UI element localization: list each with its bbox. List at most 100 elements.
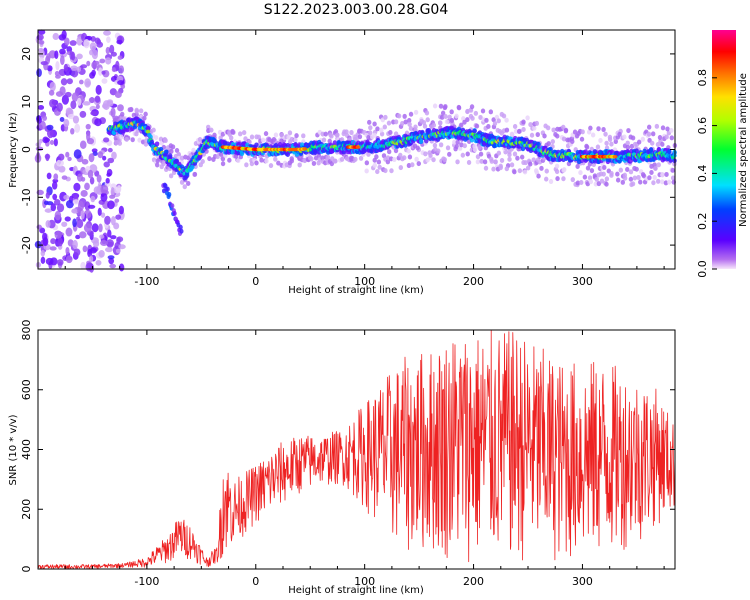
spectrogram-cell bbox=[479, 158, 484, 164]
spectrogram-cell bbox=[641, 173, 647, 179]
spectrogram-cell bbox=[595, 144, 601, 150]
spectrogram-cell bbox=[652, 175, 657, 181]
spectrogram-cell bbox=[357, 134, 363, 140]
spectrogram-cell bbox=[254, 160, 259, 166]
spectrogram-cell bbox=[130, 137, 135, 143]
spectrogram-cell bbox=[92, 151, 98, 156]
spectrogram-cell bbox=[609, 172, 614, 178]
spectrogram-cell bbox=[383, 114, 388, 120]
spectrogram-cell bbox=[431, 157, 436, 163]
spectrogram-cell bbox=[73, 248, 81, 257]
y-tick-label: 400 bbox=[20, 439, 33, 460]
spectrogram-cell bbox=[89, 42, 97, 51]
spectrogram-cell bbox=[118, 205, 124, 215]
spectrogram-cell bbox=[582, 174, 588, 180]
spectrogram-cell bbox=[169, 148, 174, 154]
spectrogram-cell bbox=[73, 149, 82, 159]
spectrogram-cell bbox=[393, 131, 399, 137]
spectrogram-cell bbox=[36, 68, 42, 77]
spectrogram-cell bbox=[99, 58, 106, 64]
spectrogram-cell bbox=[425, 117, 430, 123]
spectrogram-cell bbox=[184, 171, 190, 177]
spectrogram-cell bbox=[489, 156, 494, 162]
x-tick-label: 300 bbox=[572, 575, 593, 588]
x-tick-label: 0 bbox=[252, 575, 259, 588]
spectrogram-cell bbox=[179, 179, 185, 185]
spectrogram-cell bbox=[218, 135, 223, 141]
spectrogram-cell bbox=[179, 155, 185, 161]
spectrogram-cell bbox=[393, 119, 399, 125]
spectrogram-cell bbox=[472, 128, 477, 134]
spectrogram-cell bbox=[586, 129, 592, 135]
spectrogram-cell bbox=[103, 137, 110, 143]
spectrogram-cell bbox=[462, 143, 467, 149]
spectrogram-cell bbox=[460, 152, 466, 158]
spectrogram-cell bbox=[625, 167, 630, 173]
spectrogram-cell bbox=[407, 121, 412, 127]
spectrogram-cell bbox=[106, 239, 114, 248]
spectrogram-cell bbox=[438, 103, 444, 109]
spectrogram-cell bbox=[212, 138, 217, 144]
spectrogram-cell bbox=[83, 38, 90, 49]
spectrogram-cell bbox=[116, 185, 122, 193]
spectrogram-cell bbox=[227, 131, 232, 137]
spectrogram-cell bbox=[438, 142, 444, 148]
spectrogram-cell bbox=[601, 171, 606, 177]
spectrogram-cell bbox=[598, 137, 603, 143]
spectrogram-cell bbox=[124, 136, 129, 142]
spectrogram-cell bbox=[286, 134, 291, 140]
spectrogram-cell bbox=[168, 173, 174, 179]
spectrogram-cell bbox=[106, 36, 111, 43]
spectrogram-cell bbox=[634, 166, 639, 172]
spectrogram-cell bbox=[327, 138, 332, 144]
y-tick-label: 20 bbox=[20, 47, 33, 61]
spectrogram-cell bbox=[48, 89, 55, 96]
spectrogram-cell bbox=[496, 118, 501, 124]
spectrogram-cell bbox=[333, 158, 338, 164]
spectrogram-cell bbox=[87, 248, 93, 258]
snr-x-axis-label: Height of straight line (km) bbox=[288, 585, 424, 596]
spectrogram-cell bbox=[56, 159, 64, 167]
spectrogram-cell bbox=[522, 169, 528, 175]
spectrogram-cell bbox=[76, 216, 81, 221]
spectrogram-cell bbox=[113, 222, 120, 230]
spectrogram-cell bbox=[474, 123, 480, 129]
spectrogram-cell bbox=[65, 247, 70, 255]
spectrogram-cell bbox=[421, 120, 427, 126]
spectrogram-cell bbox=[548, 179, 554, 185]
spectrogram-cell bbox=[504, 127, 510, 133]
spectrogram-cell bbox=[45, 257, 54, 266]
spectrogram-cell bbox=[50, 203, 57, 212]
spectrogram-cell bbox=[107, 200, 115, 210]
spectrogram-cell bbox=[96, 174, 102, 183]
spectrogram-cell bbox=[227, 157, 232, 163]
spectrogram-cell bbox=[65, 151, 70, 158]
colorbar-tick-label: 0.0 bbox=[696, 260, 709, 278]
spectrogram-cell bbox=[117, 140, 123, 146]
spectrogram-cell bbox=[372, 132, 377, 138]
spectrogram-cell bbox=[580, 129, 585, 135]
spectrogram-cell bbox=[40, 249, 46, 257]
spectrogram-cell bbox=[165, 186, 170, 192]
spectrogram-cell bbox=[667, 179, 672, 185]
y-tick-label: 0 bbox=[20, 146, 33, 153]
spectrogram-cell bbox=[101, 70, 106, 75]
spectrogram-cell bbox=[588, 125, 593, 131]
x-tick-label: -100 bbox=[134, 575, 159, 588]
spectrogram-cell bbox=[443, 113, 448, 119]
spectrogram-cell bbox=[153, 135, 159, 141]
spectrogram-cell bbox=[455, 159, 460, 165]
spectrogram-cell bbox=[49, 98, 57, 108]
spectrogram-cell bbox=[36, 115, 42, 124]
spectrogram-cell bbox=[142, 115, 147, 121]
spectrogram-cell bbox=[83, 223, 92, 233]
spectrogram-cell bbox=[117, 80, 125, 86]
spectrogram-cell bbox=[256, 134, 262, 140]
spectrogram-cell bbox=[386, 120, 392, 126]
spectrogram-y-axis-label: Frequency (Hz) bbox=[8, 112, 19, 188]
spectrogram-cell bbox=[439, 114, 445, 120]
colorbar-tick-label: 0.4 bbox=[696, 165, 709, 183]
spectrogram-cell bbox=[465, 151, 470, 157]
